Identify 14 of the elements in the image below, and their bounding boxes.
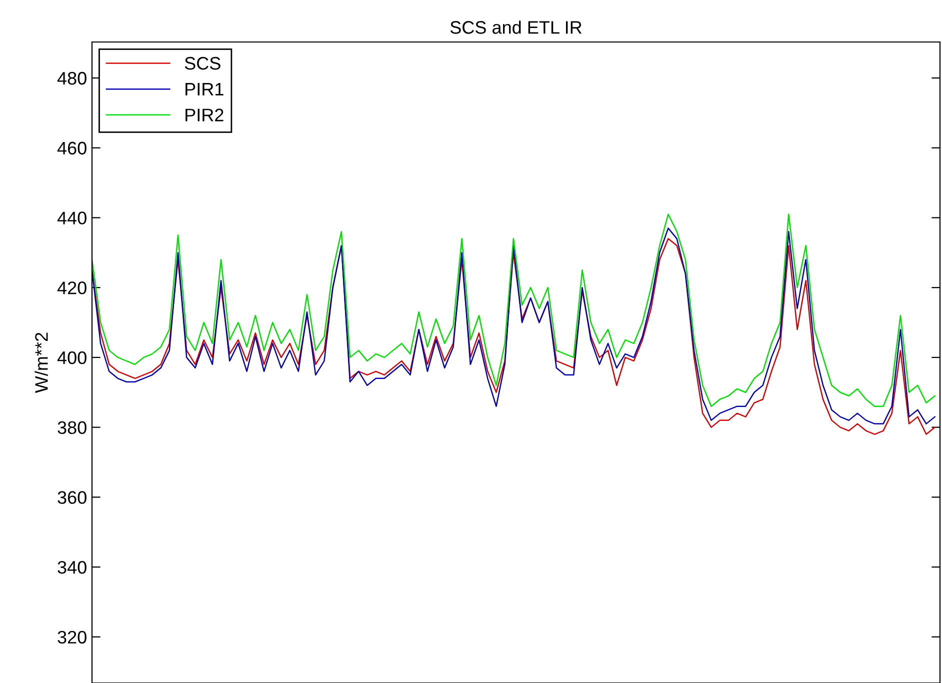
- y-axis-title: W/m**2: [34, 332, 48, 394]
- legend-label: SCS: [184, 56, 220, 70]
- y-tick-label: 480: [57, 72, 86, 85]
- y-tick-label: 420: [57, 282, 86, 294]
- y-tick-label: 320: [58, 630, 86, 644]
- y-tick-label: 360: [58, 491, 86, 504]
- legend-label: PIR2: [186, 108, 224, 122]
- y-tick-label: 440: [57, 212, 86, 224]
- legend-label: PIR1: [186, 82, 224, 96]
- y-tick-label: 400: [57, 351, 86, 364]
- chart-title: SCS and ETL IR: [450, 20, 582, 34]
- y-tick-label: 340: [58, 560, 86, 574]
- y-tick-label: 460: [57, 142, 86, 155]
- y-tick-label: 380: [58, 421, 86, 434]
